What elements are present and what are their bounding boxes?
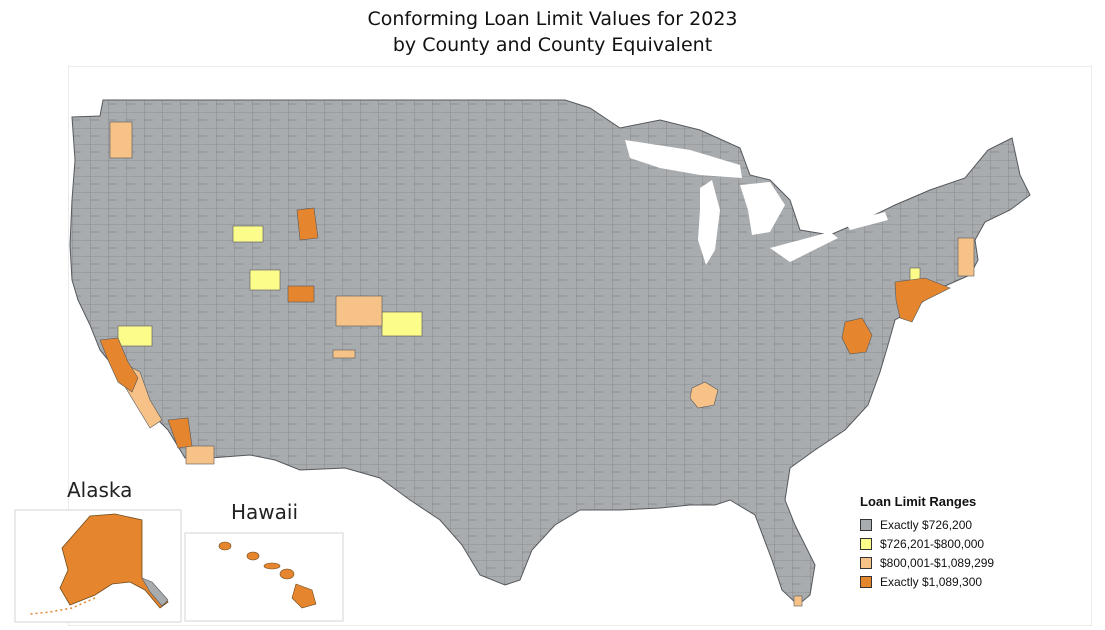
- legend-item: Exactly $1,089,300: [860, 572, 994, 591]
- legend-item: $726,201-$800,000: [860, 534, 994, 553]
- lake-ontario: [845, 212, 888, 230]
- hawaii-oahu: [246, 551, 260, 561]
- legend-swatch-orange: [860, 575, 872, 588]
- legend: Loan Limit Ranges Exactly $726,200 $726,…: [860, 494, 994, 591]
- county-cluster-yellow-colorado: [381, 311, 423, 337]
- legend-label: $800,001-$1,089,299: [880, 555, 995, 570]
- county-cluster-orange-nyc: [894, 277, 951, 323]
- lake-huron: [740, 182, 785, 235]
- alaska-shape: [59, 513, 169, 609]
- hawaii-inset-frame: [184, 532, 344, 622]
- county-cluster-orange-dc: [841, 317, 873, 355]
- lake-michigan: [698, 180, 720, 265]
- county-cluster-lightorange-florida-keys: [793, 595, 803, 607]
- alaska-label: Alaska: [67, 478, 133, 502]
- hawaii-molokai: [263, 562, 281, 570]
- legend-swatch-gray: [860, 518, 872, 531]
- alaska-aleutians: [29, 597, 96, 615]
- legend-label: Exactly $1,089,300: [880, 574, 983, 589]
- county-cluster-yellow-ca-central: [117, 325, 153, 347]
- hawaii-maui: [279, 568, 295, 580]
- county-cluster-lightorange-nashville: [689, 381, 719, 409]
- hawaii-big-island: [291, 583, 317, 609]
- legend-swatch-yellow: [860, 537, 872, 550]
- hawaii-label: Hawaii: [231, 500, 299, 524]
- title-line-2: by County and County Equivalent: [392, 34, 713, 56]
- legend-label: $726,201-$800,000: [880, 536, 985, 551]
- county-cluster-lightorange-seattle: [109, 121, 133, 159]
- map-frame: [68, 66, 1092, 626]
- county-cluster-yellow-idaho: [232, 225, 264, 243]
- legend-item: Exactly $726,200: [860, 515, 994, 534]
- county-cluster-lightorange-colorado: [335, 295, 383, 327]
- county-cluster-lightorange-san-diego: [185, 445, 215, 465]
- county-cluster-orange-jackson-wy: [296, 207, 319, 241]
- lake-superior: [625, 140, 742, 178]
- legend-item: $800,001-$1,089,299: [860, 553, 994, 572]
- title-line-1: Conforming Loan Limit Values for 2023: [367, 8, 738, 30]
- county-cluster-orange-los-angeles: [167, 417, 193, 449]
- county-cluster-lightorange-boston: [957, 237, 975, 277]
- legend-label: Exactly $726,200: [880, 517, 973, 532]
- county-cluster-yellow-utah: [249, 269, 281, 291]
- county-cluster-orange-bay-area: [99, 337, 139, 393]
- county-cluster-lightorange-colorado-south: [332, 349, 356, 359]
- alaska-panhandle-gray: [141, 577, 169, 607]
- legend-swatch-light-orange: [860, 556, 872, 569]
- lake-erie: [770, 232, 838, 262]
- county-cluster-orange-park-city: [287, 285, 315, 303]
- map-title: Conforming Loan Limit Values for 2023 by…: [0, 6, 1105, 58]
- hawaii-kauai: [218, 541, 232, 551]
- legend-title: Loan Limit Ranges: [860, 494, 977, 509]
